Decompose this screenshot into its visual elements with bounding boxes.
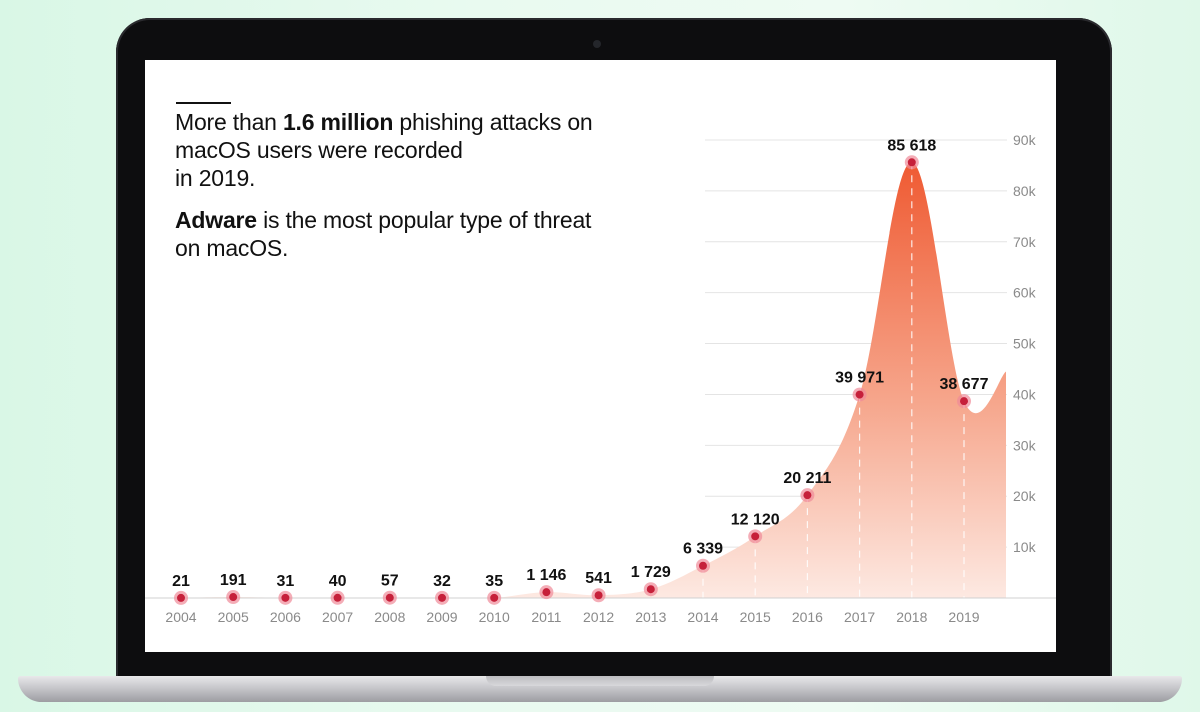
x-tick-label: 2016 [792, 609, 823, 625]
data-point [594, 591, 603, 600]
headline-line-3: in 2019. [175, 165, 256, 191]
data-point [333, 593, 342, 602]
x-tick-label: 2018 [896, 609, 927, 625]
headline-suffix: phishing attacks on [393, 109, 593, 135]
y-tick-label: 20k [1013, 488, 1037, 504]
screen: More than 1.6 million phishing attacks o… [145, 60, 1056, 652]
x-tick-label: 2017 [844, 609, 875, 625]
data-label: 6 339 [683, 541, 723, 558]
data-point [177, 593, 185, 602]
data-label: 32 [433, 573, 451, 590]
data-label: 12 120 [731, 511, 780, 528]
headline-rule [176, 102, 231, 104]
data-label: 57 [381, 573, 399, 590]
x-tick-label: 2014 [687, 609, 718, 625]
y-tick-label: 40k [1013, 386, 1037, 402]
data-point [229, 593, 238, 602]
data-point [751, 532, 760, 541]
x-tick-label: 2015 [740, 609, 771, 625]
data-point [699, 561, 707, 570]
y-tick-label: 70k [1013, 234, 1037, 250]
area-fill [181, 162, 1006, 599]
data-point [907, 158, 916, 167]
y-tick-label: 30k [1013, 437, 1037, 453]
x-tick-label: 2004 [165, 609, 196, 625]
subheadline-highlight: Adware [175, 207, 257, 233]
headline-line-2: macOS users were recorded [175, 137, 463, 163]
data-label: 31 [277, 573, 295, 590]
data-label: 38 677 [940, 376, 989, 393]
data-point [855, 390, 864, 399]
x-tick-label: 2008 [374, 609, 405, 625]
subheadline-suffix: is the most popular type of threat [256, 207, 592, 233]
data-label: 21 [172, 573, 190, 590]
data-label: 39 971 [835, 370, 884, 387]
x-tick-label: 2007 [322, 609, 353, 625]
x-tick-label: 2009 [426, 609, 457, 625]
y-tick-label: 80k [1013, 183, 1037, 199]
data-label: 85 618 [887, 137, 936, 154]
x-tick-label: 2012 [583, 609, 614, 625]
data-label: 191 [220, 572, 247, 589]
y-tick-label: 50k [1013, 336, 1037, 352]
subheadline: Adware is the most popular type of threa… [175, 206, 645, 262]
data-point [438, 593, 446, 602]
x-tick-label: 2011 [531, 609, 561, 625]
data-label: 20 211 [783, 470, 831, 487]
headline-prefix: More than [175, 109, 283, 135]
data-point [646, 585, 655, 594]
y-tick-label: 10k [1013, 539, 1037, 555]
data-label: 35 [485, 573, 503, 590]
y-tick-label: 60k [1013, 285, 1037, 301]
x-tick-label: 2005 [218, 609, 249, 625]
area-chart: 21 191 31 40 57 32 35 1 146 541 1 729 6 339 12 120 2… [145, 132, 1056, 625]
data-point [960, 397, 968, 406]
data-point [542, 588, 551, 597]
x-tick-label: 2013 [635, 609, 666, 625]
x-tick-label: 2019 [948, 609, 979, 625]
data-label: 541 [585, 570, 612, 587]
data-label: 1 729 [631, 564, 671, 581]
data-point [281, 593, 290, 602]
subheadline-line-2: on macOS. [175, 235, 289, 261]
headline: More than 1.6 million phishing attacks o… [175, 108, 645, 192]
x-tick-label: 2006 [270, 609, 301, 625]
data-point [490, 593, 499, 602]
data-point [385, 593, 394, 602]
data-label: 40 [329, 573, 347, 590]
x-tick-label: 2010 [479, 609, 510, 625]
laptop-hinge-notch [486, 676, 714, 686]
data-point [803, 491, 812, 500]
camera-icon [593, 40, 601, 48]
headline-highlight: 1.6 million [282, 109, 394, 135]
y-tick-label: 90k [1013, 132, 1037, 148]
data-label: 1 146 [526, 567, 566, 584]
